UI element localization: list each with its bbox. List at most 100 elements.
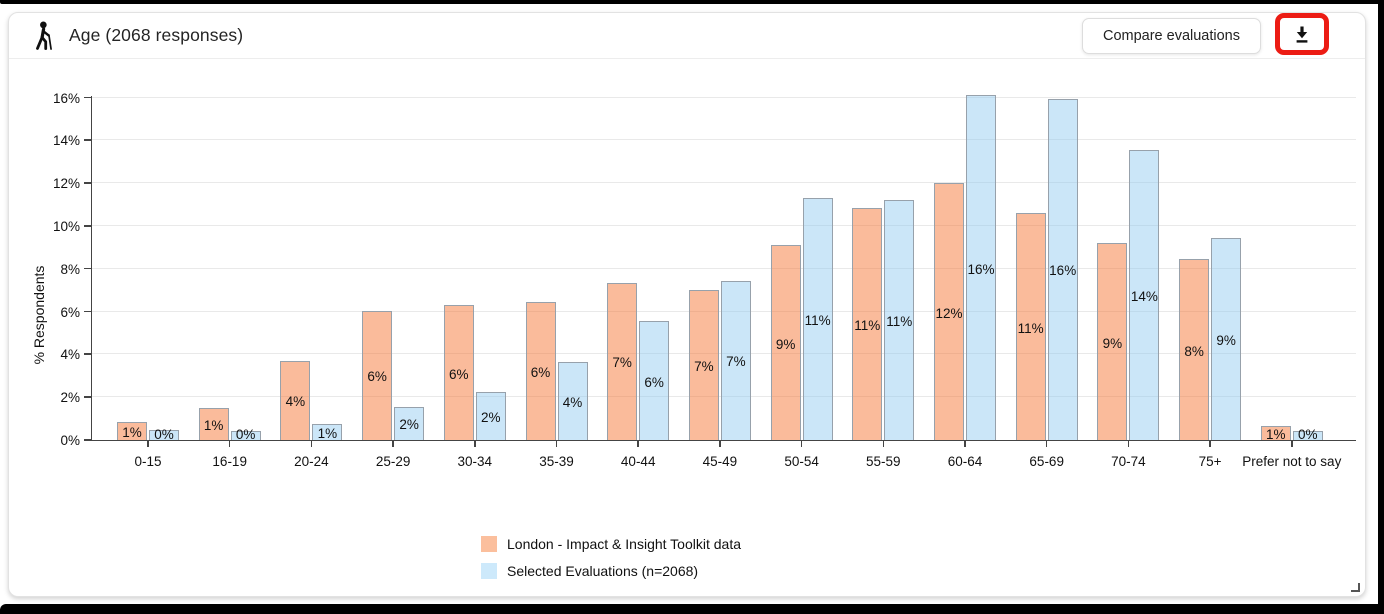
bar [149, 430, 179, 440]
bar-value-label: 0% [154, 427, 174, 442]
bar-value-label: 4% [285, 394, 306, 410]
y-axis-tick [83, 353, 91, 355]
bar [1097, 243, 1128, 440]
bar-value-label: 1% [203, 417, 224, 433]
x-axis-tick [555, 440, 558, 447]
bar [362, 310, 393, 440]
x-axis-tick [310, 440, 313, 447]
x-category-label: 35-39 [539, 454, 574, 469]
compare-evaluations-button[interactable]: Compare evaluations [1081, 17, 1261, 54]
gridline [92, 225, 1356, 226]
bar [394, 406, 425, 440]
y-axis-tick [83, 310, 91, 313]
bar-value-label: 1% [122, 424, 142, 440]
x-axis-tick [1209, 440, 1211, 447]
y-tick-label: 16% [52, 90, 80, 106]
bar-value-label: 0% [1298, 427, 1318, 442]
bar [198, 407, 229, 440]
chart-legend: London - Impact & Insight Toolkit data Se… [481, 530, 741, 584]
bar [770, 245, 801, 440]
header-actions: Compare evaluations [1081, 12, 1329, 57]
bar-value-label: 1% [1266, 427, 1286, 442]
bar-value-label: 6% [644, 374, 664, 390]
screenshot-frame-top [0, 0, 1384, 4]
bar-value-label: 6% [367, 369, 387, 385]
gridline [92, 182, 1356, 184]
bar-value-label: 8% [1184, 343, 1204, 359]
screenshot-frame-right [1378, 0, 1384, 614]
y-tick-label: 2% [60, 390, 80, 406]
resize-handle-icon[interactable] [1351, 583, 1360, 592]
bar [443, 305, 474, 440]
gridline [92, 139, 1356, 141]
bar-value-label: 1% [317, 425, 338, 441]
bar-value-label: 6% [530, 365, 551, 380]
x-axis-tick [147, 440, 149, 447]
x-category-label: 75+ [1198, 454, 1222, 469]
bar-value-label: 11% [804, 313, 831, 329]
bar-value-label: 2% [399, 417, 419, 433]
bar-value-label: 16% [1049, 263, 1077, 279]
download-icon [1296, 26, 1308, 43]
bar [966, 95, 996, 440]
x-axis-tick [228, 440, 231, 447]
y-tick-label: 4% [60, 347, 80, 363]
card-title: Age (2068 responses) [69, 25, 244, 45]
bar [802, 198, 833, 440]
bar [525, 301, 556, 440]
x-axis-tick [1291, 440, 1293, 447]
y-axis-tick [83, 139, 91, 141]
bar-value-label: 12% [935, 305, 963, 321]
bar-value-label: 4% [562, 394, 583, 410]
bar [1260, 426, 1291, 440]
bar [230, 431, 261, 440]
bar [688, 290, 719, 440]
x-axis-tick [474, 440, 476, 447]
bar-value-label: 11% [1017, 320, 1044, 336]
bar [852, 207, 883, 440]
x-category-label: 55-59 [866, 454, 901, 469]
legend-item: London - Impact & Insight Toolkit data [481, 530, 741, 557]
x-category-label: 30-34 [457, 454, 493, 469]
x-axis-tick [800, 440, 803, 447]
x-category-label: 70-74 [1111, 454, 1146, 469]
bar-value-label: 11% [854, 317, 881, 333]
x-category-label: 0-15 [134, 454, 162, 469]
bar-value-label: 0% [235, 427, 256, 442]
bar-value-label: 7% [726, 354, 746, 370]
bar [1129, 150, 1160, 440]
plot-area: 0% 2% 4% 6% 8% 10% 12% 14% 16% 0-15 1% 0% 16-19 1% 0% 2… [53, 91, 1356, 469]
gridline [92, 353, 1356, 355]
bar-value-label: 16% [967, 261, 995, 277]
y-axis-tick [83, 439, 91, 441]
x-axis-tick [964, 440, 966, 447]
x-axis-tick [882, 440, 885, 447]
y-tick-label: 8% [60, 261, 80, 277]
bar [1211, 237, 1242, 440]
bar-value-label: 11% [886, 314, 913, 330]
gridline [92, 310, 1356, 312]
chart-region: % Respondents 0% 2% 4% 6% 8% 10% 12% 14% 16% 0-15… [9, 59, 1365, 529]
download-button[interactable] [1288, 20, 1316, 48]
bar-value-label: 7% [612, 355, 632, 371]
x-category-label: 60-64 [947, 454, 983, 469]
bar [934, 183, 964, 440]
bar-value-label: 14% [1130, 289, 1158, 305]
y-tick-label: 14% [52, 133, 80, 149]
x-category-label: 16-19 [212, 454, 247, 469]
y-axis-tick [83, 396, 91, 398]
bar-value-label: 9% [775, 336, 796, 352]
y-tick-label: 6% [60, 304, 80, 320]
chart-card: Age (2068 responses) Compare evaluations… [8, 12, 1366, 597]
bar [884, 200, 915, 440]
y-axis-tick [83, 225, 91, 227]
bar [1047, 98, 1078, 440]
bar [280, 360, 311, 440]
card-header: Age (2068 responses) Compare evaluations [9, 12, 1365, 59]
y-tick-label: 0% [60, 433, 80, 448]
legend-label: London - Impact & Insight Toolkit data [507, 535, 741, 552]
y-tick-label: 10% [52, 219, 80, 234]
x-category-label: Prefer not to say [1242, 454, 1342, 469]
bar-value-label: 9% [1216, 332, 1236, 348]
x-category-label: 65-69 [1029, 454, 1064, 469]
